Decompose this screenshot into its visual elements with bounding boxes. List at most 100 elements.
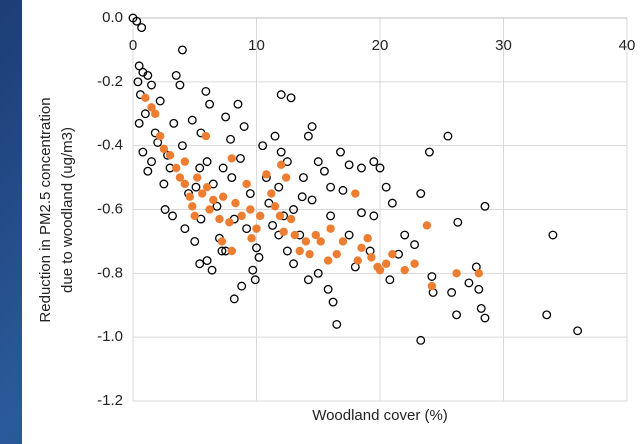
scatter-point: [275, 211, 285, 221]
scatter-point: [326, 224, 335, 233]
scatter-point: [202, 157, 212, 167]
scatter-point: [229, 294, 239, 304]
scatter-point: [375, 265, 385, 275]
scatter-point: [248, 265, 258, 275]
scatter-point: [332, 319, 342, 329]
scatter-point: [245, 189, 255, 198]
scatter-point: [443, 131, 453, 141]
scatter-point: [141, 93, 150, 102]
scatter-point: [159, 179, 169, 189]
scatter-point: [369, 157, 379, 167]
scatter-point: [202, 256, 212, 266]
scatter-point: [190, 211, 199, 221]
scatter-point: [165, 151, 175, 160]
scatter-point: [218, 163, 228, 173]
scatter-point: [313, 157, 323, 167]
scatter-point: [410, 240, 420, 250]
scatter-point: [289, 205, 298, 214]
scatter-point: [227, 173, 237, 183]
scatter-point: [276, 147, 286, 157]
scatter-point: [323, 284, 333, 294]
scatter-point: [205, 99, 215, 109]
y-tick-label: 0.0: [102, 9, 123, 26]
scatter-point: [353, 256, 362, 265]
scatter-point: [242, 179, 251, 189]
scatter-point: [319, 166, 329, 176]
scatter-point: [207, 265, 217, 275]
scatter-point: [328, 297, 338, 307]
scatter-point: [190, 236, 200, 246]
scatter-point: [212, 201, 222, 211]
scatter-point: [416, 335, 426, 345]
scatter-point: [326, 211, 336, 221]
scatter-point: [187, 115, 197, 125]
y-tick-label: -1.2: [97, 392, 123, 409]
scatter-point: [295, 246, 304, 256]
scatter-point: [242, 224, 252, 234]
scatter-point: [452, 269, 461, 278]
scatter-point: [400, 265, 409, 275]
scatter-point: [177, 45, 187, 55]
scatter-point: [169, 118, 179, 128]
scatter-point: [143, 70, 153, 80]
scatter-point: [357, 243, 366, 252]
scatter-point: [202, 182, 212, 192]
scatter-point: [140, 109, 150, 119]
scatter-point: [134, 61, 144, 71]
scatter-point: [217, 237, 227, 246]
scatter-point: [381, 182, 391, 192]
scatter-point: [453, 217, 463, 227]
scatter-point: [410, 259, 419, 268]
scatter-point: [197, 189, 207, 198]
scatter-point: [195, 163, 205, 173]
scatter-point: [427, 281, 437, 291]
chart-panel: [22, 0, 641, 444]
scatter-point: [480, 313, 490, 323]
scatter-point: [239, 122, 249, 131]
scatter-point: [276, 90, 286, 100]
scatter-point: [476, 303, 486, 313]
scatter-point: [256, 211, 265, 221]
scatter-point: [303, 275, 313, 285]
scatter-point: [254, 252, 264, 262]
scatter-point: [289, 259, 298, 269]
scatter-point: [290, 230, 299, 240]
scatter-point: [381, 259, 391, 268]
scatter-point: [268, 221, 278, 230]
scatter-point: [344, 160, 354, 170]
scatter-point: [338, 237, 348, 246]
scatter-point: [452, 310, 462, 320]
scatter-point: [172, 163, 181, 173]
scatter-point: [262, 170, 271, 179]
scatter-point: [227, 246, 236, 256]
scatter-point: [298, 173, 308, 183]
scatter-point: [424, 147, 434, 157]
scatter-point: [209, 195, 218, 205]
scatter-point: [474, 284, 484, 294]
scatter-point: [357, 163, 366, 173]
scatter-point: [336, 147, 345, 157]
scatter-point: [367, 253, 376, 262]
y-axis-label: due to woodland (ug/m3): [59, 127, 76, 293]
scatter-point: [573, 326, 583, 336]
scatter-point: [326, 182, 336, 192]
scatter-point: [180, 179, 190, 189]
x-tick-label: 10: [248, 37, 265, 54]
scatter-point: [313, 268, 323, 278]
scatter-point: [464, 278, 474, 288]
scatter-point: [363, 234, 372, 243]
scatter-point: [201, 86, 211, 96]
y-tick-label: -1.0: [97, 328, 123, 345]
x-tick-label: 20: [372, 37, 389, 54]
scatter-point: [134, 118, 144, 128]
scatter-point: [227, 154, 236, 163]
scatter-point: [388, 249, 397, 259]
scatter-point: [246, 205, 255, 214]
y-tick-label: -0.6: [97, 200, 123, 217]
scatter-point: [258, 141, 268, 151]
scatter-point: [270, 131, 280, 141]
y-tick-label: -0.8: [97, 264, 123, 281]
scatter-point: [215, 214, 224, 224]
scatter-point: [474, 269, 483, 278]
scatter-point: [303, 131, 313, 141]
